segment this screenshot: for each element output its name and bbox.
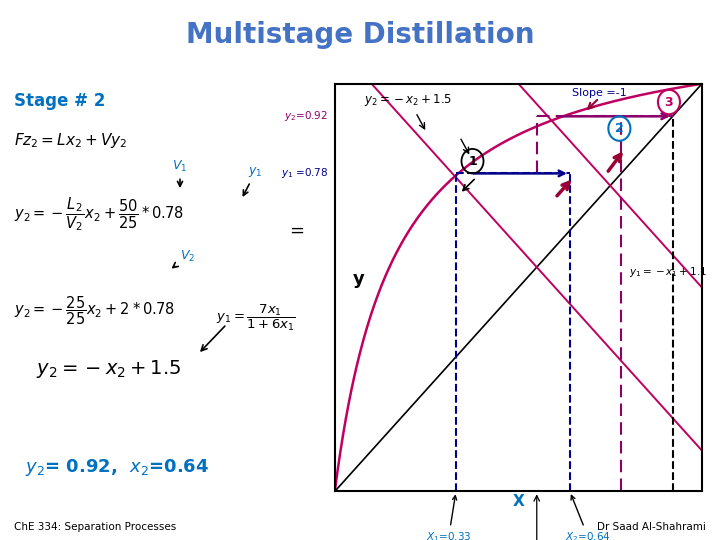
Text: Multistage Distillation: Multistage Distillation xyxy=(186,21,534,49)
Text: ChE 334: Separation Processes: ChE 334: Separation Processes xyxy=(14,522,176,532)
Text: 3: 3 xyxy=(665,96,673,109)
Text: Dr Saad Al-Shahrami: Dr Saad Al-Shahrami xyxy=(597,522,706,532)
Text: $y_1$ =0.78: $y_1$ =0.78 xyxy=(281,166,328,180)
Text: $Fz_2 = Lx_2 + Vy_2$: $Fz_2 = Lx_2 + Vy_2$ xyxy=(14,131,127,150)
Text: $X_2$=0.64: $X_2$=0.64 xyxy=(565,495,611,540)
Text: $y_2 = -x_2+1.5$: $y_2 = -x_2+1.5$ xyxy=(364,92,452,108)
X-axis label: X: X xyxy=(513,494,524,509)
Text: $y_2 = -\dfrac{25}{25}x_2 + 2*0.78$: $y_2 = -\dfrac{25}{25}x_2 + 2*0.78$ xyxy=(14,294,175,327)
Text: $y_2$= 0.92,  $x_2$=0.64: $y_2$= 0.92, $x_2$=0.64 xyxy=(25,457,210,478)
Text: y: y xyxy=(354,271,365,288)
Text: $V_1$: $V_1$ xyxy=(172,159,188,186)
Text: $y_2$=0.92: $y_2$=0.92 xyxy=(284,109,328,123)
Text: 1: 1 xyxy=(468,154,477,167)
Text: Slope =-1: Slope =-1 xyxy=(572,88,626,98)
Text: $y_2 = -x_2 + 1.5$: $y_2 = -x_2 + 1.5$ xyxy=(36,359,181,380)
Text: $X_1$=0.33: $X_1$=0.33 xyxy=(426,496,472,540)
Text: 2: 2 xyxy=(615,122,624,135)
Text: $y_1 = \dfrac{7x_1}{1+6x_1}$: $y_1 = \dfrac{7x_1}{1+6x_1}$ xyxy=(216,302,296,333)
Text: Stage # 2: Stage # 2 xyxy=(14,92,106,110)
Text: $y_1$: $y_1$ xyxy=(243,165,263,195)
Text: $V_2$: $V_2$ xyxy=(173,249,195,267)
Text: $y_2 = -\dfrac{L_2}{V_2}x_2 + \dfrac{50}{25}*0.78$: $y_2 = -\dfrac{L_2}{V_2}x_2 + \dfrac{50}… xyxy=(14,195,184,233)
Text: $y_1 = -x_1+1.1$: $y_1 = -x_1+1.1$ xyxy=(629,265,707,279)
Text: $=$: $=$ xyxy=(286,221,305,239)
